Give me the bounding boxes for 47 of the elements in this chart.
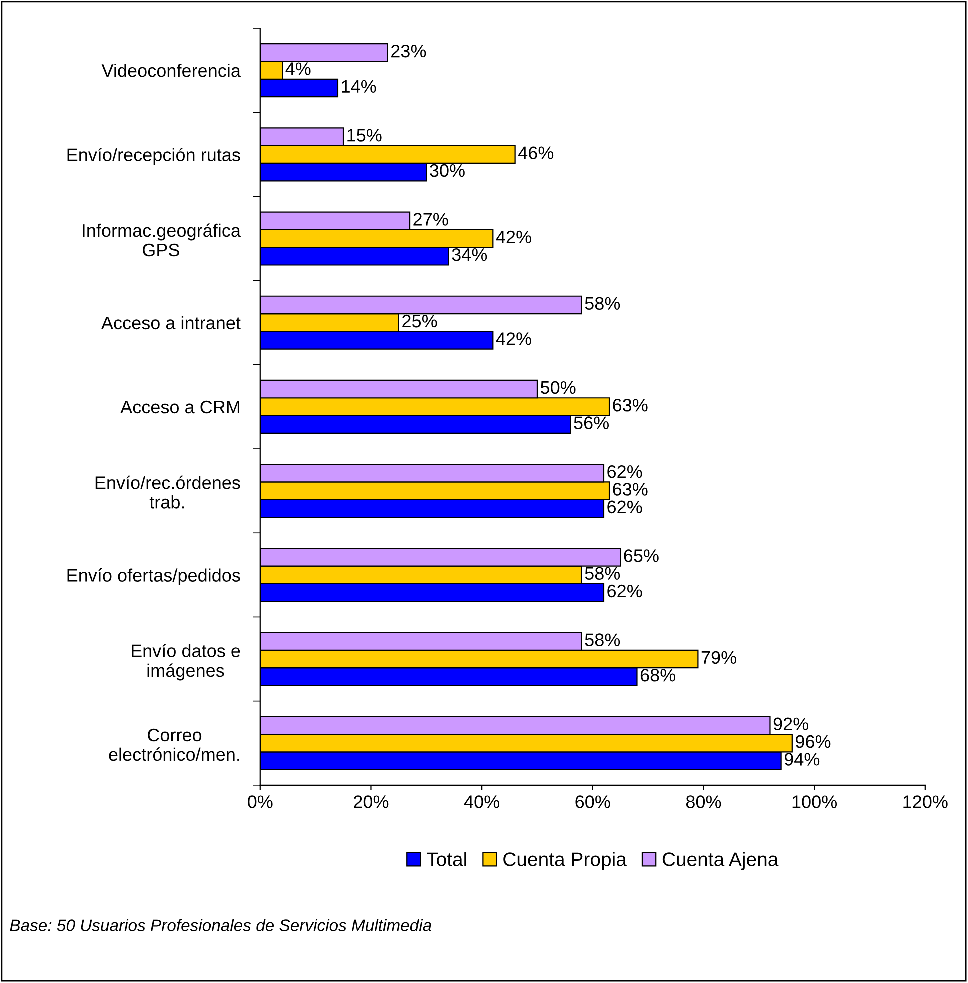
data-label: 42% bbox=[496, 332, 532, 346]
y-tick-label: Correo electrónico/men. bbox=[109, 728, 240, 762]
y-tick-label: Envío/recepción rutas bbox=[68, 148, 240, 166]
data-label: 96% bbox=[796, 735, 831, 748]
data-label: 42% bbox=[496, 230, 532, 244]
data-label: 14% bbox=[342, 80, 376, 93]
y-tick-label: Envío datos e imágenes bbox=[132, 644, 240, 681]
data-label: 50% bbox=[540, 381, 576, 394]
x-tick-label: 0% bbox=[248, 796, 273, 808]
data-label: 25% bbox=[402, 314, 438, 328]
data-label: 58% bbox=[585, 297, 620, 310]
legend-label: Cuenta Ajena bbox=[662, 852, 779, 870]
data-label: 15% bbox=[348, 129, 382, 142]
x-tick-label: 80% bbox=[686, 796, 722, 808]
data-label: 62% bbox=[608, 500, 642, 514]
text: Base: 50 Usuarios Profesionales de Servicios Multimedia bbox=[10, 919, 432, 932]
data-label: 4% bbox=[286, 62, 311, 76]
data-label: 62% bbox=[608, 465, 642, 478]
data-label: 65% bbox=[624, 550, 659, 562]
x-tick-label: 60% bbox=[576, 796, 610, 808]
data-label: 58% bbox=[585, 634, 620, 646]
data-label: 62% bbox=[608, 584, 642, 598]
y-tick-label: Acceso a CRM bbox=[120, 400, 240, 414]
data-label: 23% bbox=[392, 44, 426, 58]
y-tick-label: Acceso a intranet bbox=[101, 316, 241, 330]
y-tick-label: Envío ofertas/pedidos bbox=[68, 568, 240, 586]
data-label: 79% bbox=[702, 651, 736, 664]
x-tick-label: 20% bbox=[354, 796, 389, 808]
y-tick-label: Envío/rec.órdenes trab. bbox=[96, 476, 240, 509]
x-tick-label: 120% bbox=[904, 796, 948, 808]
data-label: 27% bbox=[414, 213, 448, 226]
x-tick-label: 40% bbox=[464, 796, 500, 808]
data-label: 94% bbox=[784, 753, 820, 766]
data-label: 58% bbox=[585, 567, 620, 580]
data-label: 30% bbox=[430, 164, 465, 178]
y-tick-label: Videoconferencia bbox=[102, 64, 241, 78]
x-tick-label: 100% bbox=[792, 796, 838, 808]
legend-label: Cuenta Propia bbox=[504, 852, 627, 870]
data-label: 56% bbox=[574, 416, 610, 430]
data-label: 34% bbox=[452, 248, 488, 262]
data-label: 92% bbox=[774, 718, 809, 731]
data-label: 46% bbox=[518, 146, 554, 160]
y-tick-label: Informac.geográfica GPS bbox=[83, 224, 241, 257]
data-label: 68% bbox=[640, 668, 676, 682]
legend-label: Total bbox=[427, 852, 466, 866]
data-label: 63% bbox=[613, 399, 648, 412]
data-label: 63% bbox=[613, 483, 648, 496]
